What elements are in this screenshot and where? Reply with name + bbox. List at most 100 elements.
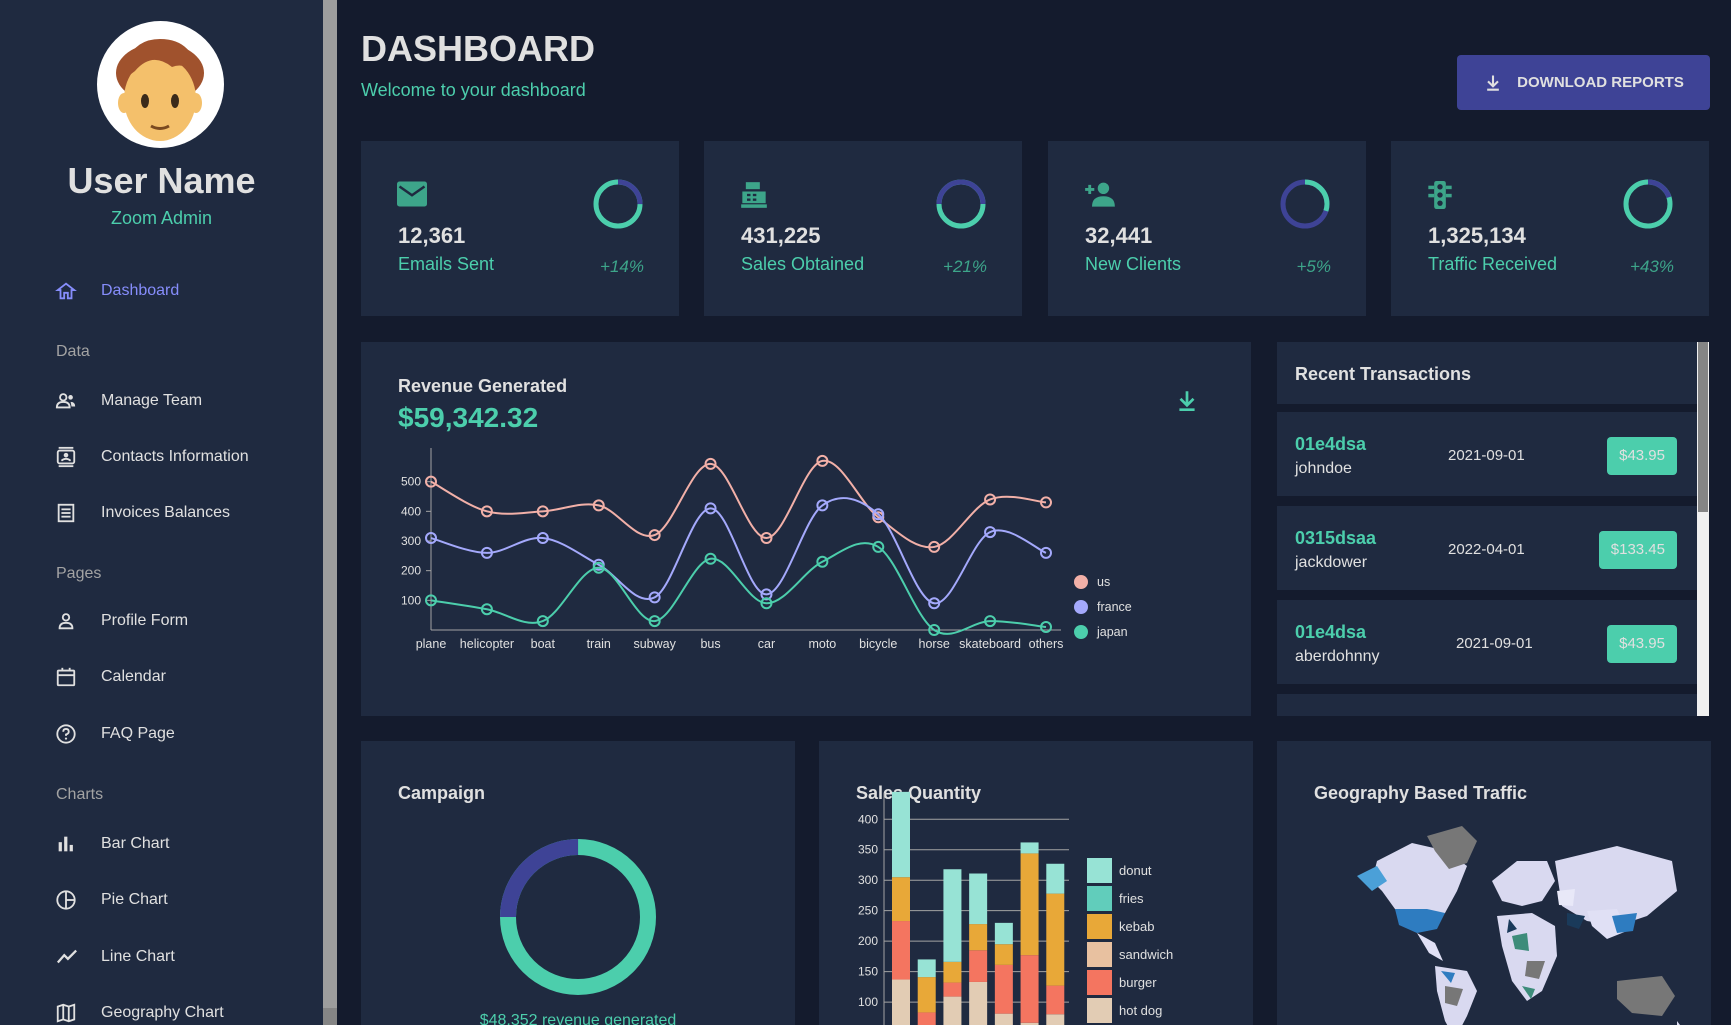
- progress-ring: [936, 179, 986, 229]
- bar-segment-kebab: [969, 924, 988, 951]
- transaction-user: johndoe: [1295, 460, 1352, 477]
- help-icon: [55, 723, 101, 745]
- bar-segment-burger: [1046, 985, 1065, 1015]
- campaign-progress-ring: [500, 839, 656, 995]
- stat-increase: +14%: [600, 257, 644, 276]
- data-point-us: [536, 505, 549, 518]
- user-name: User Name: [67, 160, 256, 201]
- bar-segment-donut: [1046, 863, 1065, 894]
- legend-label: japan: [1096, 625, 1128, 639]
- sidebar-item-invoices[interactable]: Invoices Balances: [55, 493, 230, 533]
- sidebar-item-label: FAQ Page: [101, 725, 175, 742]
- stat-value: 1,325,134: [1428, 223, 1526, 248]
- bar-segment-donut: [943, 869, 962, 962]
- data-point-france: [704, 502, 717, 515]
- point-of-sale-icon: [741, 182, 767, 208]
- team-icon: [55, 390, 101, 412]
- legend-label: kebab: [1119, 919, 1154, 934]
- transaction-row[interactable]: 01e4dsa aberdohnny 2021-09-01 $43.95: [1277, 600, 1697, 688]
- data-point-japan: [928, 624, 941, 636]
- data-point-france: [648, 591, 661, 604]
- sidebar-scrollbar[interactable]: [323, 0, 337, 1025]
- sidebar-item-faq[interactable]: FAQ Page: [55, 714, 175, 754]
- transactions-scrollbar-thumb[interactable]: [1698, 342, 1708, 512]
- transaction-cost: $133.45: [1598, 531, 1677, 569]
- stat-label: New Clients: [1085, 254, 1182, 274]
- data-point-japan: [592, 561, 605, 574]
- y-tick-label: 500: [401, 475, 421, 489]
- sidebar-item-calendar[interactable]: Calendar: [55, 657, 166, 697]
- data-point-us: [984, 493, 997, 506]
- transactions-title: Recent Transactions: [1295, 364, 1472, 384]
- transaction-cost: $43.95: [1607, 437, 1677, 475]
- data-point-us: [760, 532, 773, 545]
- home-icon: [55, 280, 101, 302]
- legend-swatch: [1087, 858, 1112, 883]
- sidebar-section-data: Data: [56, 343, 90, 360]
- bar-segment-burger: [943, 982, 962, 997]
- x-tick-label: moto: [808, 637, 836, 651]
- sidebar-section-charts: Charts: [56, 786, 104, 803]
- bar-segment-donut: [1020, 842, 1039, 854]
- stat-label: Sales Obtained: [741, 254, 865, 274]
- download-reports-label: DOWNLOAD REPORTS: [1517, 74, 1684, 91]
- data-point-us: [480, 505, 493, 518]
- sidebar-section-pages: Pages: [56, 565, 102, 582]
- sidebar-item-label: Pie Chart: [101, 891, 168, 908]
- transaction-id: 01e4dsa: [1295, 622, 1367, 642]
- map-north-america: [1357, 843, 1467, 961]
- sidebar-scrollbar-thumb[interactable]: [323, 0, 337, 1008]
- sidebar-item-bar-chart[interactable]: Bar Chart: [55, 824, 169, 864]
- map-asia: [1555, 846, 1677, 939]
- bar-segment-burger: [1020, 955, 1039, 1023]
- sidebar-item-contacts[interactable]: Contacts Information: [55, 437, 249, 477]
- sidebar-item-manage-team[interactable]: Manage Team: [55, 381, 202, 421]
- y-tick-label: 250: [858, 904, 878, 918]
- sidebar-item-line-chart[interactable]: Line Chart: [55, 937, 175, 977]
- transaction-row[interactable]: 01e4dsa johndoe 2021-09-01 $43.95: [1277, 412, 1697, 500]
- legend-label: fries: [1119, 891, 1144, 906]
- x-tick-label: train: [587, 637, 611, 651]
- transaction-row[interactable]: 0315dsaa jackdower 2022-04-01 $133.45: [1277, 506, 1697, 594]
- x-tick-label: plane: [416, 637, 447, 651]
- y-tick-label: 400: [401, 504, 421, 518]
- avatar[interactable]: [97, 21, 224, 148]
- email-icon: [397, 181, 427, 207]
- series-line-japan: [430, 542, 1047, 635]
- bar-segment-donut: [917, 959, 936, 978]
- bar-segment-burger: [892, 921, 910, 980]
- bar-segment-hot-dog: [1020, 1022, 1039, 1025]
- data-point-japan: [480, 603, 493, 616]
- data-point-us: [592, 499, 605, 512]
- data-point-france: [536, 532, 549, 545]
- legend-swatch: [1087, 970, 1112, 995]
- legend-swatch: [1087, 942, 1112, 967]
- data-point-us: [1040, 496, 1052, 509]
- download-reports-button[interactable]: DOWNLOAD REPORTS: [1457, 55, 1710, 110]
- bar-segment-donut: [969, 873, 988, 925]
- sidebar-item-dashboard[interactable]: Dashboard: [55, 271, 179, 311]
- data-point-us: [648, 529, 661, 542]
- transaction-date: 2021-09-01: [1456, 635, 1533, 652]
- bar-chart-icon: [55, 833, 101, 855]
- progress-ring: [1623, 179, 1673, 229]
- y-tick-label: 350: [858, 843, 878, 857]
- download-icon[interactable]: [1174, 388, 1200, 414]
- transaction-id: 01e4dsa: [1295, 434, 1367, 454]
- legend-label: france: [1097, 600, 1132, 614]
- sidebar-item-profile-form[interactable]: Profile Form: [55, 601, 188, 641]
- world-map: [1357, 826, 1680, 1025]
- calendar-icon: [55, 666, 101, 688]
- y-tick-label: 300: [401, 534, 421, 548]
- sidebar-item-pie-chart[interactable]: Pie Chart: [55, 880, 168, 920]
- contacts-icon: [55, 446, 101, 468]
- bar-segment-kebab: [892, 877, 910, 922]
- data-point-japan: [536, 615, 549, 628]
- bar-segment-kebab: [1046, 893, 1065, 986]
- data-point-france: [816, 499, 829, 512]
- transactions-scrollbar[interactable]: [1697, 342, 1709, 716]
- revenue-title: Revenue Generated: [398, 376, 568, 396]
- sidebar-item-geography-chart[interactable]: Geography Chart: [55, 993, 224, 1025]
- data-point-japan: [984, 615, 997, 628]
